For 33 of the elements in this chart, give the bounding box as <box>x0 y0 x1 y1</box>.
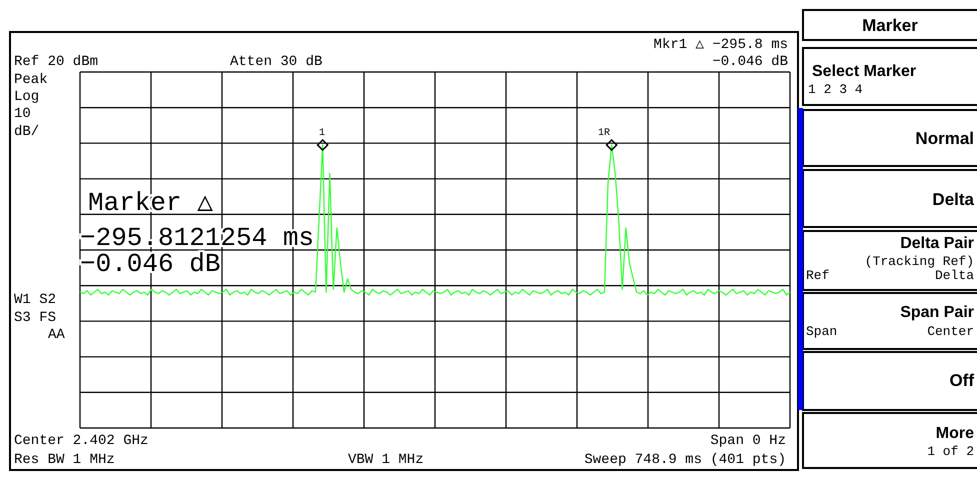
text: Center 2.402 GHz <box>14 433 148 449</box>
text: Normal <box>915 129 974 148</box>
text: Span 0 Hz <box>710 433 786 449</box>
text: S3 FS <box>14 310 56 326</box>
text: Off <box>949 371 974 390</box>
text: 1R <box>598 128 610 139</box>
text: Mkr1 △ −295.8 ms <box>654 37 788 53</box>
text: Delta Pair <box>900 235 974 252</box>
text: Ref <box>806 268 830 283</box>
text: −0.046 dB <box>712 54 788 70</box>
text: 1 of 2 <box>927 444 974 459</box>
text: (Tracking Ref) <box>864 254 974 269</box>
text: dB/ <box>14 124 40 140</box>
text: More <box>936 425 974 442</box>
text: 1 <box>318 128 326 139</box>
text: Peak <box>14 72 48 88</box>
text: Span <box>806 324 838 339</box>
text: Log <box>14 89 40 105</box>
text: Delta <box>932 190 975 209</box>
text: W1 S2 <box>14 292 56 308</box>
text: Atten 30 dB <box>230 54 322 70</box>
text: 10 <box>14 106 31 122</box>
text: Ref 20 dBm <box>14 54 98 70</box>
text: Delta <box>934 268 974 283</box>
text: AA <box>48 327 66 343</box>
text: Marker <box>862 16 918 35</box>
text: Center <box>927 324 974 339</box>
text: Res BW 1 MHz <box>14 452 115 468</box>
text: 1 2 3 4 <box>808 82 863 97</box>
text: VBW 1 MHz <box>348 452 424 468</box>
text: Span Pair <box>900 304 974 321</box>
text: Sweep 748.9 ms (401 pts) <box>584 452 786 468</box>
text: Select Marker <box>812 63 916 80</box>
